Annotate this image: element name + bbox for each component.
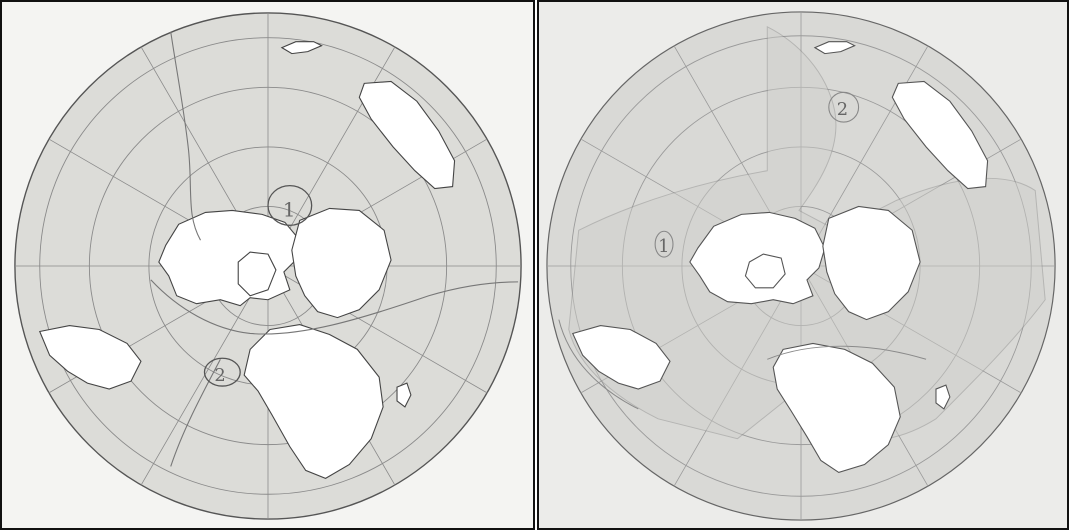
zone-label-1: 1	[283, 198, 296, 221]
zone-label-1: 1	[658, 236, 669, 257]
zone-label-2: 2	[214, 365, 225, 386]
right-polar-map: 1 2	[539, 2, 1067, 528]
north-america-landmass	[159, 210, 300, 305]
left-map-panel: 1 2	[0, 0, 535, 530]
zone-label-2: 2	[837, 99, 848, 120]
left-polar-map: 1 2	[2, 2, 533, 528]
right-map-panel: 1 2	[537, 0, 1069, 530]
